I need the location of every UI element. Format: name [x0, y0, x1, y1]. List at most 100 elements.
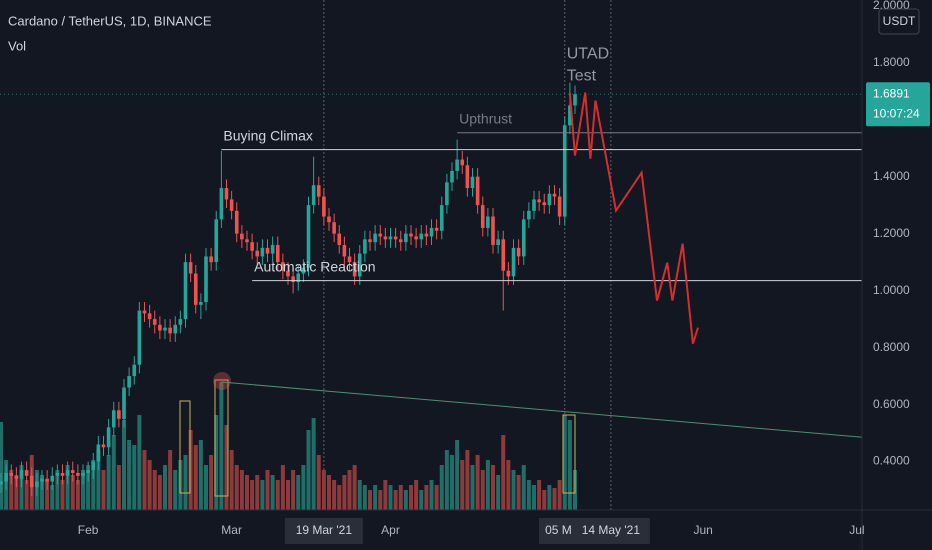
- y-tick-label: 2.0000: [873, 0, 910, 12]
- candle-body: [516, 247, 521, 257]
- volume-bar: [214, 415, 219, 510]
- candle-body: [24, 470, 29, 476]
- candle-body: [429, 227, 434, 237]
- volume-bar: [219, 382, 224, 510]
- volume-bar: [460, 460, 465, 510]
- x-tick-label: Jul: [849, 523, 864, 537]
- volume-bar: [373, 485, 378, 510]
- volume-bar: [362, 485, 367, 510]
- candle-body: [486, 216, 490, 228]
- candle-body: [532, 199, 536, 211]
- volume-bar: [152, 470, 157, 510]
- candle-body: [527, 210, 531, 220]
- volume-bar: [81, 470, 85, 510]
- candle-body: [0, 481, 3, 485]
- volume-bar: [403, 490, 408, 510]
- candle-body: [152, 319, 157, 325]
- candle-body: [286, 270, 290, 277]
- candle-body: [14, 475, 19, 479]
- x-tick-label: Feb: [78, 523, 99, 537]
- volume-bar: [40, 475, 44, 510]
- volume-bar: [224, 425, 229, 510]
- y-tick-label: 1.4000: [873, 169, 910, 183]
- volume-bar: [255, 475, 260, 510]
- volume-bar: [111, 435, 116, 510]
- volume-bar: [439, 465, 444, 510]
- volume-bar: [393, 490, 398, 510]
- candle-body: [496, 239, 500, 246]
- volume-bar: [122, 420, 126, 510]
- candle-body: [511, 247, 516, 277]
- candle-body: [270, 245, 275, 254]
- volume-bar: [470, 465, 475, 510]
- candle-body: [122, 387, 126, 419]
- candle-body: [506, 270, 511, 277]
- level-label: Upthrust: [459, 110, 512, 126]
- volume-bar: [127, 440, 132, 510]
- candle-body: [173, 324, 178, 334]
- volume-bar: [475, 455, 480, 510]
- candle-body: [357, 253, 362, 277]
- volume-bar: [291, 470, 296, 510]
- candle-body: [460, 159, 465, 166]
- volume-bar: [316, 455, 321, 510]
- volume-bar: [424, 485, 429, 510]
- volume-bar: [101, 470, 106, 510]
- volume-bar: [86, 465, 91, 510]
- y-tick-label: 1.2000: [873, 226, 910, 240]
- projection-path: [568, 92, 699, 344]
- volume-bar: [429, 480, 434, 510]
- volume-bar: [455, 440, 460, 510]
- candle-body: [352, 262, 357, 277]
- x-marker-box: [284, 518, 363, 544]
- candle-body: [260, 247, 265, 257]
- last-price-box: [866, 82, 930, 127]
- highlight-box: [214, 379, 229, 497]
- volume-bar: [106, 455, 111, 510]
- candle-body: [337, 233, 342, 246]
- last-price-label: 1.6891: [873, 86, 910, 100]
- volume-bar: [157, 475, 162, 510]
- candle-body: [419, 233, 424, 240]
- volume-bar: [516, 475, 521, 510]
- candle-body: [404, 233, 408, 243]
- candle-body: [557, 196, 562, 217]
- currency-badge[interactable]: [878, 8, 920, 35]
- countdown-label: 10:07:24: [873, 106, 920, 120]
- candle-body: [322, 196, 326, 217]
- volume-bar: [137, 415, 142, 510]
- candle-body: [327, 216, 331, 223]
- volume-bar: [229, 450, 234, 510]
- volume-bar: [116, 465, 121, 510]
- volume-bar: [327, 475, 331, 510]
- volume-bar: [383, 480, 388, 510]
- candle-body: [311, 185, 316, 206]
- volume-bar: [9, 470, 14, 510]
- drawings: Buying Climax Upthrust Automatic Reaction U…: [179, 45, 929, 497]
- x-marker-box: [571, 518, 650, 544]
- volume-bar: [511, 470, 516, 510]
- highlight-box: [179, 400, 191, 494]
- candle-body: [60, 472, 65, 476]
- candle-body: [91, 461, 96, 471]
- candle-body: [127, 376, 131, 388]
- volume-bar: [388, 485, 393, 510]
- volume-bar: [183, 455, 188, 510]
- candle-body: [347, 256, 352, 263]
- volume-bar: [250, 480, 255, 510]
- candle-body: [45, 478, 49, 482]
- currency-label[interactable]: USDT: [883, 14, 916, 28]
- candle-body: [470, 176, 475, 189]
- volume-bar: [50, 485, 55, 510]
- volume-bar: [245, 475, 249, 510]
- candle-body: [301, 267, 306, 274]
- volume-bar: [204, 465, 208, 510]
- volume-bar: [485, 460, 490, 510]
- x-tick-label: 19 Mar '21: [296, 523, 353, 537]
- candle-body: [142, 310, 147, 314]
- axes: 0.4000 0.6000 0.8000 1.0000 1.2000 1.4000 1.80…: [78, 0, 930, 544]
- candle-body: [229, 199, 234, 211]
- volume-bar: [14, 475, 19, 510]
- volume-trendline: [221, 381, 929, 444]
- y-tick-label: 1.8000: [873, 55, 910, 69]
